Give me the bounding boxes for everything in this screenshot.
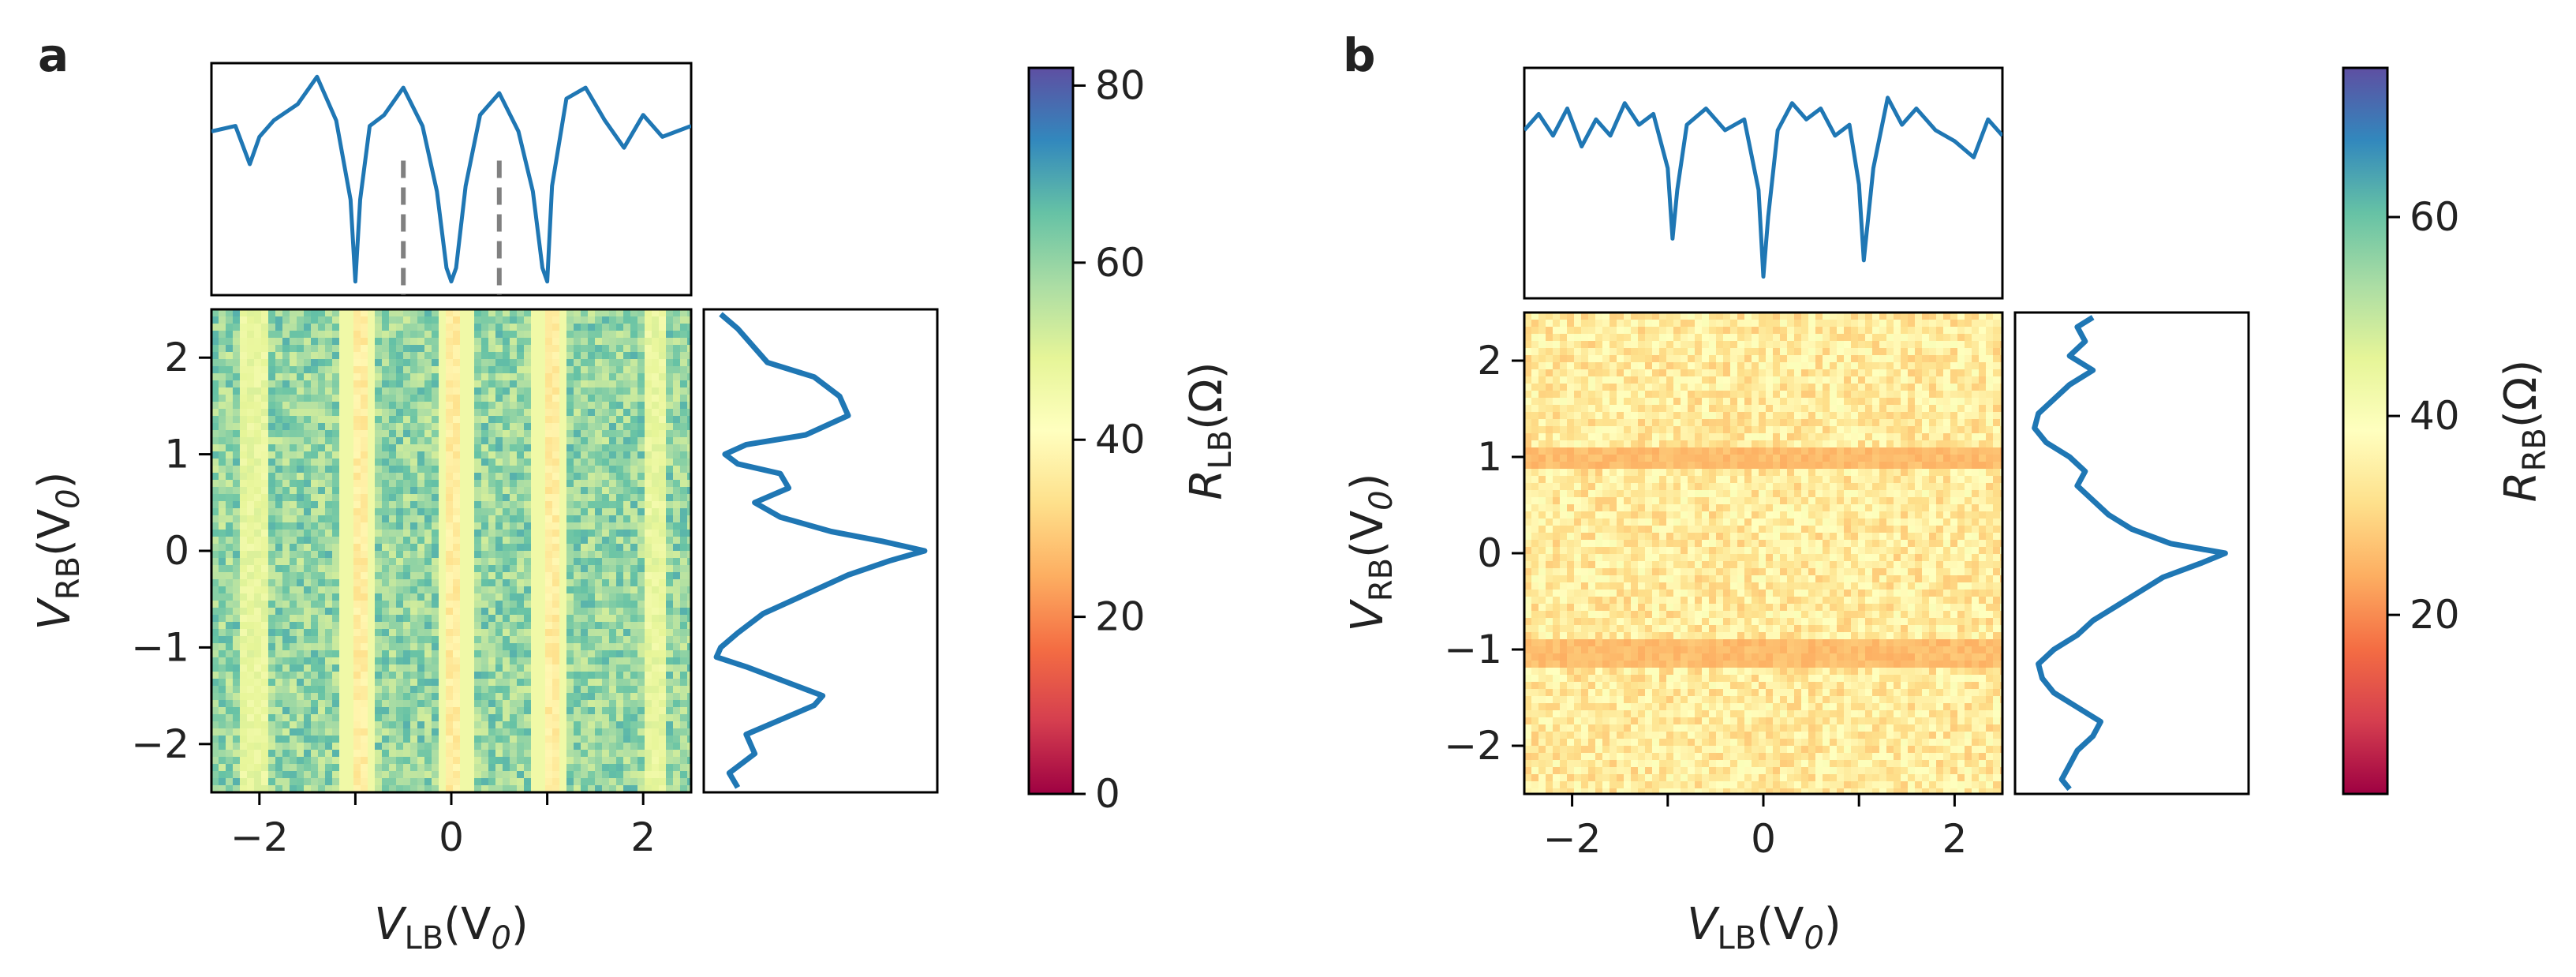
- x-axis-title-a: VLB(V0): [374, 899, 529, 956]
- colorbar-tick-label-a-2: 40: [1095, 417, 1146, 462]
- heatmap-b: [1524, 313, 2002, 794]
- x-tick-label-b-2: 2: [1942, 816, 1967, 862]
- y-tick-label-b-4: 2: [1477, 338, 1502, 384]
- side-profile-a-frame: [702, 308, 939, 794]
- x-axis-a: −2 0 2: [230, 792, 656, 860]
- colorbar-tick-label-b-2: 60: [2410, 194, 2460, 240]
- panel-label-a: a: [38, 28, 69, 82]
- y-tick-label-a-2: 0: [164, 528, 189, 574]
- colorbar-a: [1027, 66, 1075, 795]
- x-tick-label-b-0: −2: [1543, 816, 1602, 862]
- x-axis-b: −2 0 2: [1543, 794, 1967, 862]
- x-tick-label-a-0: −2: [230, 814, 289, 860]
- colorbar-tick-label-a-0: 0: [1095, 771, 1120, 817]
- y-axis-b: −2 −1 0 1 2: [1444, 338, 1524, 769]
- y-tick-label-a-1: −1: [131, 624, 189, 670]
- top-profile-a-frame: [210, 62, 693, 297]
- y-tick-label-a-0: −2: [131, 721, 189, 767]
- colorbar-tick-label-a-4: 80: [1095, 62, 1146, 108]
- y-tick-label-a-3: 1: [164, 432, 189, 477]
- top-profile-a-line: [211, 74, 691, 284]
- top-profile-a-markers: [401, 160, 502, 295]
- colorbar-a-ticks: 0 20 40 60 80: [1073, 62, 1146, 817]
- y-tick-label-b-1: −1: [1444, 627, 1502, 672]
- panel-b: −2 0 2 −2 −1 0 1 2 VLB(V0) VRB(V0) 20 40 60 RRB(…: [1342, 66, 2553, 956]
- panel-a: −2 0 2 −2 −1 0 1 2 VLB(V0) VRB(V0) 0 20 40 60 80 R…: [29, 62, 1239, 956]
- colorbar-a-title: RLB(Ω): [1181, 361, 1239, 500]
- colorbar-tick-label-b-1: 40: [2410, 393, 2460, 439]
- heatmap-a: [211, 309, 691, 792]
- colorbar-b: [2342, 66, 2389, 795]
- x-axis-title-b: VLB(V0): [1687, 899, 1841, 956]
- colorbar-tick-label-a-1: 20: [1095, 594, 1146, 640]
- y-tick-label-b-2: 0: [1477, 530, 1502, 576]
- x-tick-label-a-1: 0: [439, 814, 464, 860]
- colorbar-b-title: RRB(Ω): [2496, 360, 2553, 503]
- y-axis-title-b: VRB(V0): [1342, 473, 1400, 631]
- y-axis-a: −2 −1 0 1 2: [131, 335, 211, 767]
- y-tick-label-a-4: 2: [164, 335, 189, 380]
- colorbar-b-ticks: 20 40 60: [2387, 194, 2460, 638]
- side-profile-a-line: [713, 312, 928, 789]
- colorbar-tick-label-b-0: 20: [2410, 592, 2460, 638]
- panel-label-b: b: [1343, 28, 1376, 82]
- x-tick-label-a-2: 2: [630, 814, 656, 860]
- y-tick-label-b-3: 1: [1477, 434, 1502, 480]
- x-tick-label-b-1: 0: [1751, 816, 1776, 862]
- side-profile-b-frame: [2013, 311, 2250, 795]
- side-profile-b-line: [2032, 315, 2228, 792]
- top-profile-b-frame: [1523, 66, 2004, 300]
- y-axis-title-a: VRB(V0): [29, 471, 87, 630]
- colorbar-tick-label-a-3: 60: [1095, 240, 1146, 286]
- y-tick-label-b-0: −2: [1444, 723, 1502, 769]
- top-profile-b-line: [1524, 95, 2002, 279]
